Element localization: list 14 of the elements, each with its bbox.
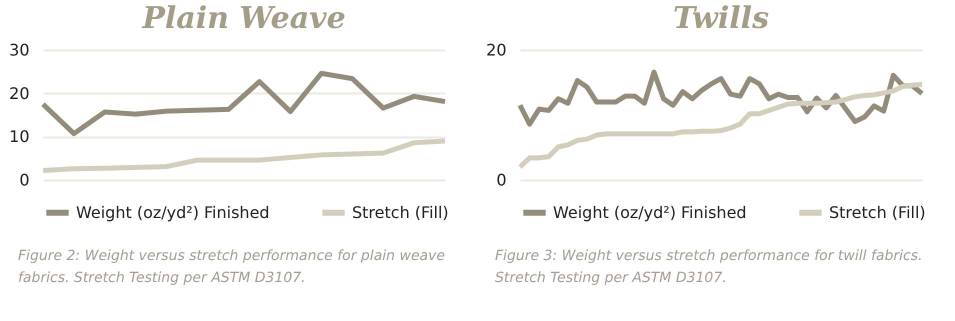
y-tick-label: 0 (19, 170, 30, 190)
legend-label: Weight (oz/yd²) Finished (76, 202, 270, 222)
y-tick-label: 20 (9, 84, 30, 103)
legend-label: Stretch (Fill) (829, 202, 926, 222)
caption: Figure 3: Weight versus stretch performance for twill fabrics. Stretch Testing per ASTM D3107. (495, 247, 924, 288)
legend-label: Stretch (Fill) (352, 202, 449, 222)
y-tick-label: 0 (496, 170, 506, 190)
chart-title: Plain Weave (141, 1, 346, 36)
y-tick-label: 20 (486, 40, 506, 60)
y-tick-label: 10 (9, 127, 30, 146)
chart-title: Twills (673, 1, 770, 36)
caption: Figure 2: Weight versus stretch performance for plain weave fabrics. Stretch Testing per ASTM D3107. (18, 247, 446, 288)
y-tick-label: 30 (9, 40, 30, 60)
legend-label: Weight (oz/yd²) Finished (553, 202, 747, 222)
